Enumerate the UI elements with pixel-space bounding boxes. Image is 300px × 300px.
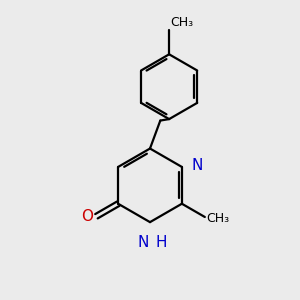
Text: O: O — [81, 209, 93, 224]
Text: N: N — [191, 158, 203, 173]
Text: N: N — [137, 236, 148, 250]
Text: H: H — [155, 236, 167, 250]
Text: CH₃: CH₃ — [171, 16, 194, 29]
Text: CH₃: CH₃ — [206, 212, 230, 225]
